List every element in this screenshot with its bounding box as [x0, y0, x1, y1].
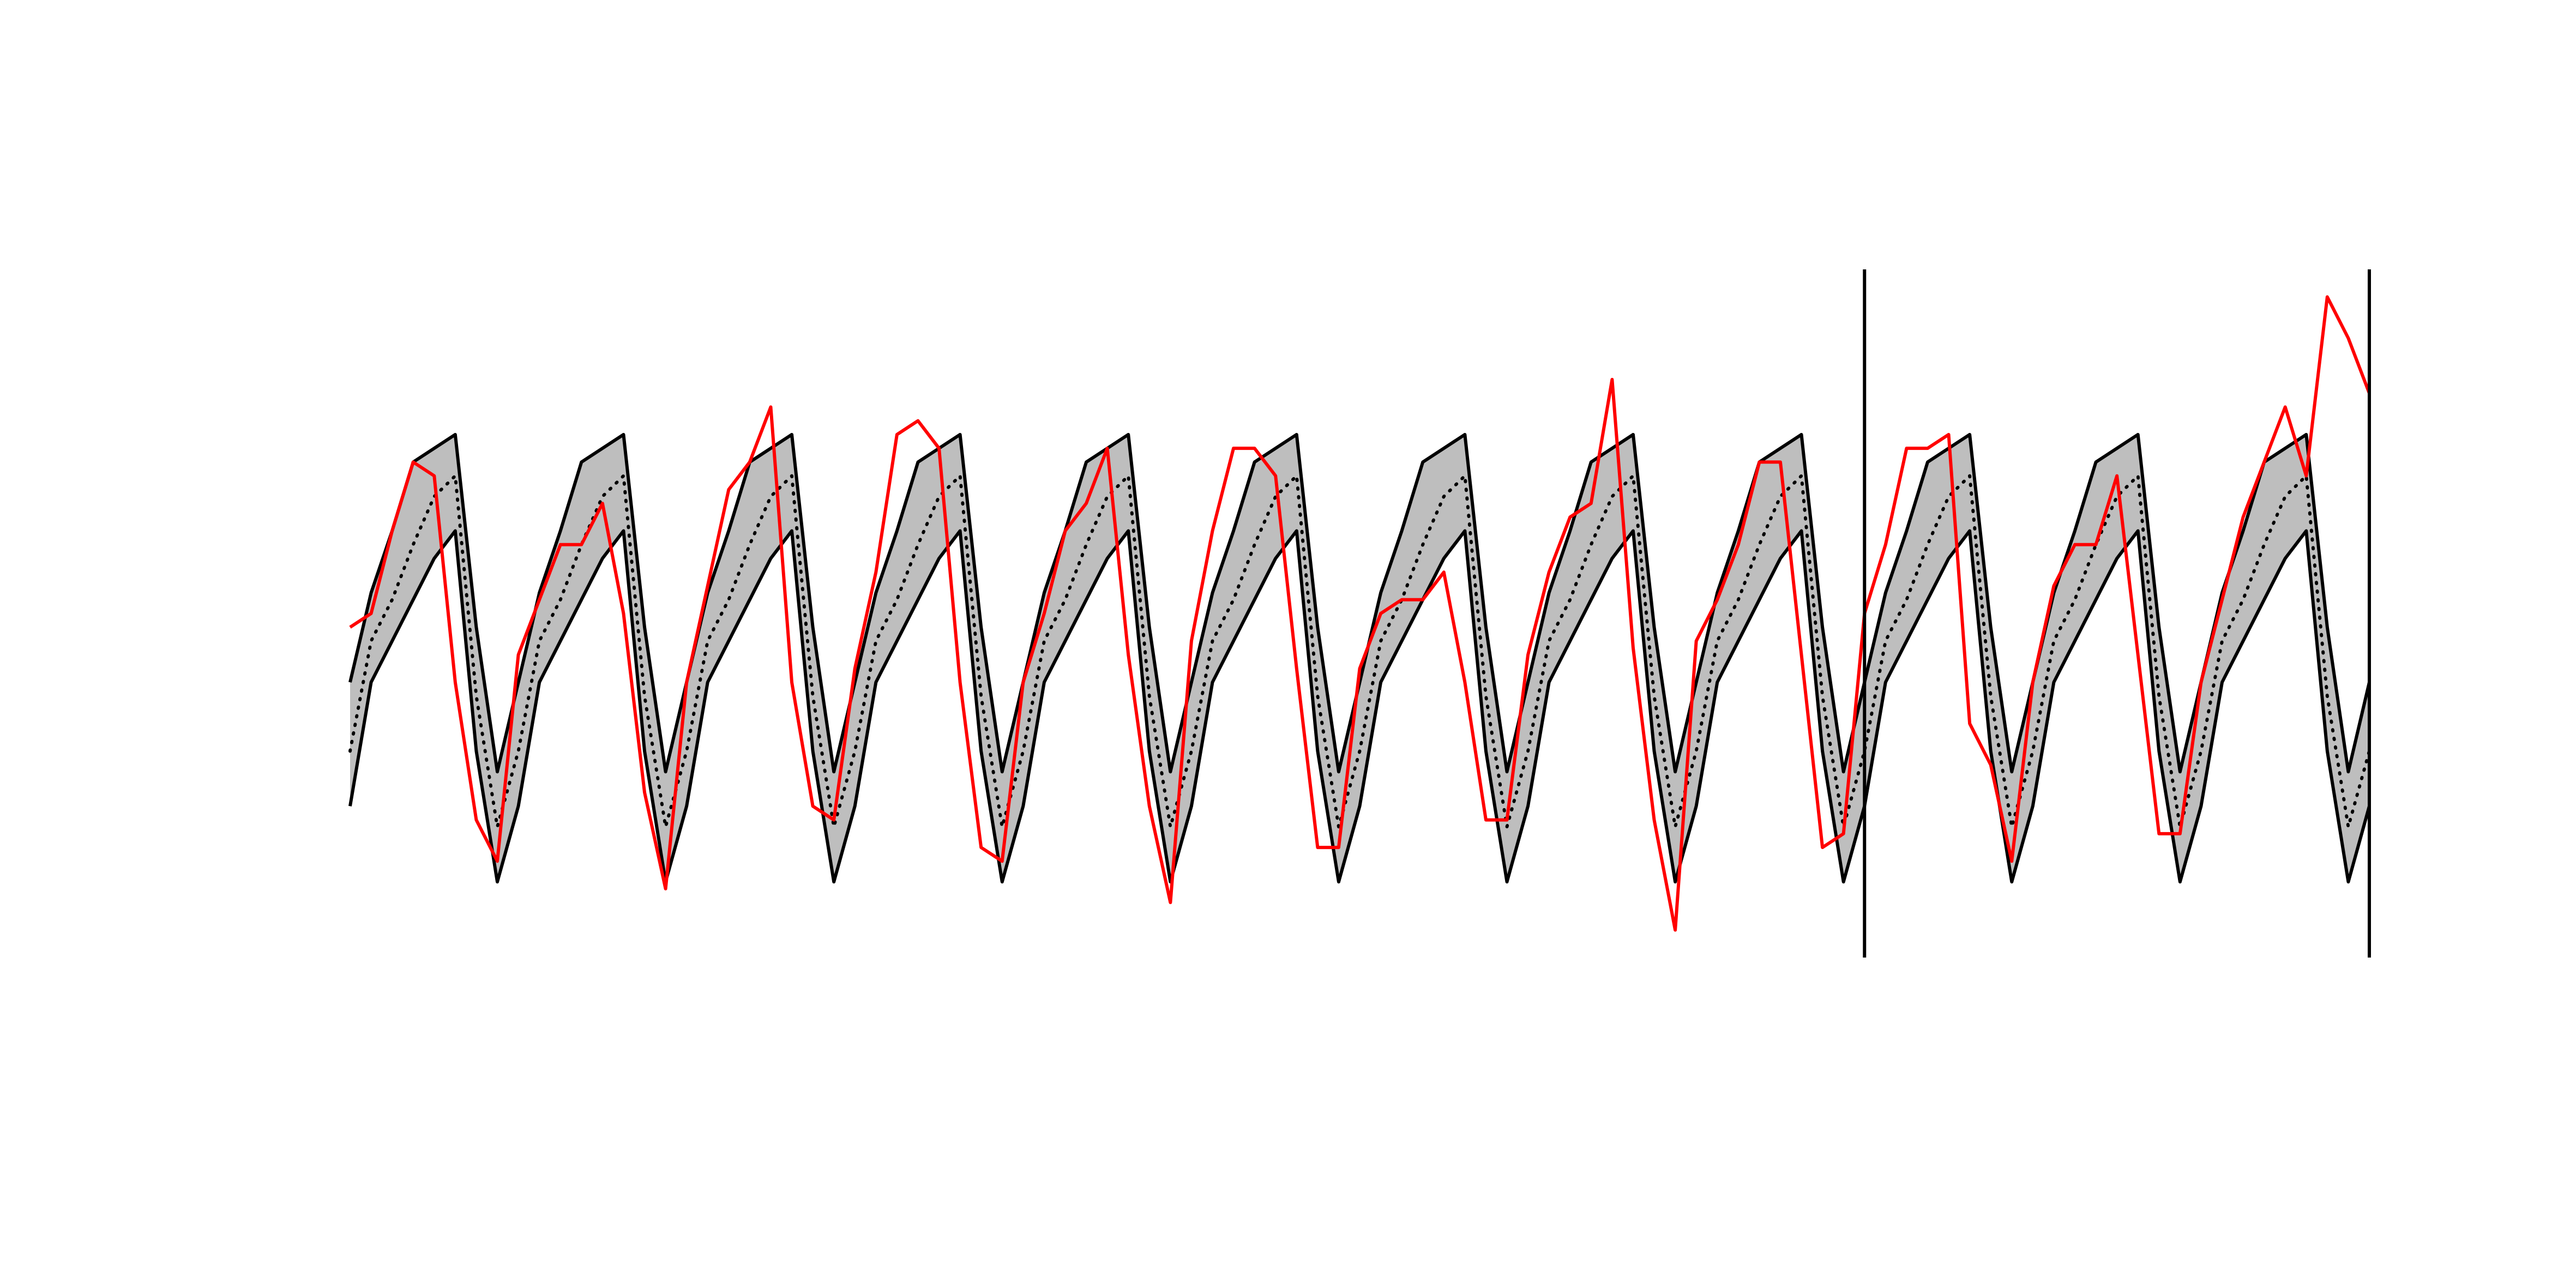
- series-line: [348, 529, 2371, 884]
- series-line: [348, 474, 2371, 829]
- series-line: [349, 295, 2371, 932]
